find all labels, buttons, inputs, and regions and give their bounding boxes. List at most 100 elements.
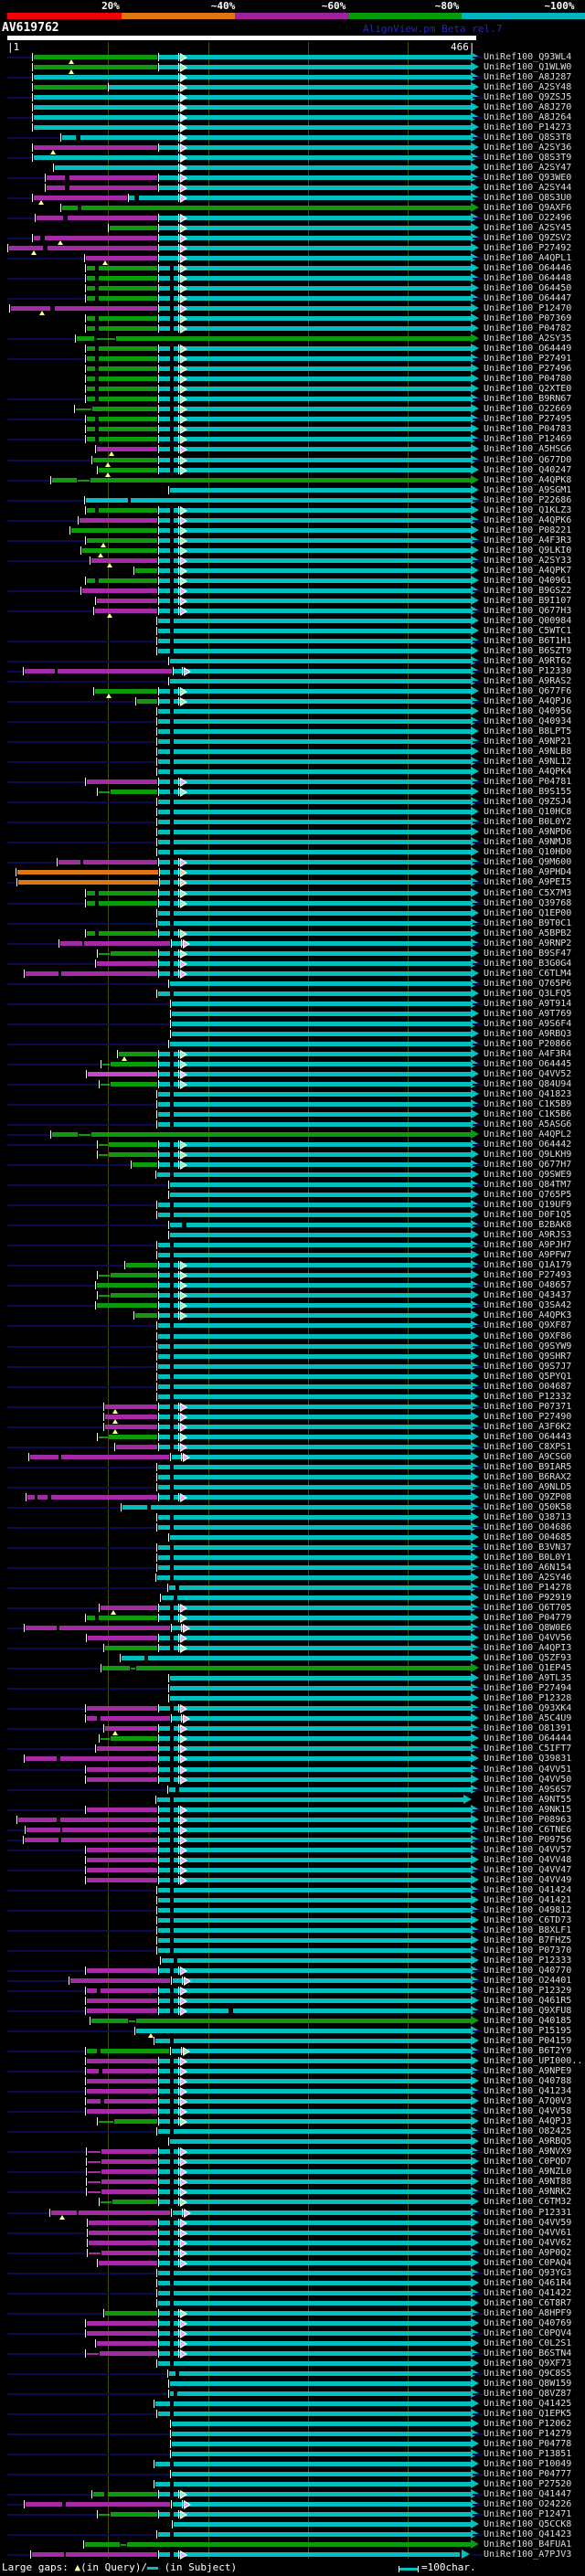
hit-label[interactable]: UniRef100_Q1WLW0: [484, 62, 572, 72]
alignment-row[interactable]: UniRef100_P27491: [0, 354, 585, 364]
alignment-row[interactable]: UniRef100_Q9ZSJ5: [0, 92, 585, 102]
alignment-row[interactable]: UniRef100_Q00984: [0, 616, 585, 626]
alignment-row[interactable]: UniRef100_A8J264: [0, 112, 585, 122]
alignment-row[interactable]: UniRef100_A4QPK6: [0, 515, 585, 525]
alignment-row[interactable]: UniRef100_Q40770: [0, 1966, 585, 1976]
alignment-row[interactable]: UniRef100_Q39831: [0, 1754, 585, 1764]
hit-label[interactable]: UniRef100_A9PFW7: [484, 1250, 572, 1260]
alignment-row[interactable]: UniRef100_O48657: [0, 1280, 585, 1290]
alignment-row[interactable]: UniRef100_P07371: [0, 1402, 585, 1414]
alignment-row[interactable]: UniRef100_P27495: [0, 414, 585, 424]
alignment-row[interactable]: UniRef100_A8HPF9: [0, 2308, 585, 2318]
hit-label[interactable]: UniRef100_Q40247: [484, 465, 572, 475]
hit-label[interactable]: UniRef100_B9RN67: [484, 394, 572, 404]
hit-label[interactable]: UniRef100_B8LPT5: [484, 726, 572, 737]
alignment-row[interactable]: UniRef100_P04783: [0, 424, 585, 434]
alignment-row[interactable]: UniRef100_P12469: [0, 434, 585, 444]
alignment-row[interactable]: UniRef100_P92919: [0, 1593, 585, 1603]
hit-label[interactable]: UniRef100_C8XPS1: [484, 1442, 572, 1452]
alignment-row[interactable]: UniRef100_A5BPB2: [0, 928, 585, 938]
alignment-row[interactable]: UniRef100_B6RAX2: [0, 1472, 585, 1482]
hit-label[interactable]: UniRef100_Q40961: [484, 576, 572, 586]
hit-label[interactable]: UniRef100_A9NLB8: [484, 747, 572, 757]
alignment-row[interactable]: UniRef100_A8J287: [0, 72, 585, 82]
alignment-row[interactable]: UniRef100_P27492: [0, 243, 585, 255]
hit-label[interactable]: UniRef100_P12331: [484, 2208, 572, 2218]
hit-label[interactable]: UniRef100_P12062: [484, 2419, 572, 2429]
hit-label[interactable]: UniRef100_P12470: [484, 303, 572, 313]
hit-label[interactable]: UniRef100_Q00984: [484, 616, 572, 626]
alignment-row[interactable]: UniRef100_P27496: [0, 364, 585, 374]
alignment-row[interactable]: UniRef100_A9CSG0: [0, 1452, 585, 1462]
hit-label[interactable]: UniRef100_Q41447: [484, 2489, 572, 2499]
hit-label[interactable]: UniRef100_A7Q0V3: [484, 2096, 572, 2106]
hit-label[interactable]: UniRef100_A9NP21: [484, 737, 572, 747]
hit-label[interactable]: UniRef100_P07369: [484, 313, 572, 323]
alignment-row[interactable]: UniRef100_O64450: [0, 283, 585, 293]
alignment-row[interactable]: UniRef100_B9SF47: [0, 949, 585, 959]
hit-label[interactable]: UniRef100_O81391: [484, 1723, 572, 1733]
hit-label[interactable]: UniRef100_P22686: [484, 495, 572, 505]
alignment-row[interactable]: UniRef100_C6TNE6: [0, 1825, 585, 1835]
hit-label[interactable]: UniRef100_Q4VV57: [484, 1845, 572, 1855]
alignment-row[interactable]: UniRef100_A9T914: [0, 999, 585, 1009]
alignment-row[interactable]: UniRef100_Q9XF86: [0, 1331, 585, 1341]
hit-label[interactable]: UniRef100_A9RNP2: [484, 938, 572, 949]
alignment-row[interactable]: UniRef100_Q9S7J7: [0, 1362, 585, 1372]
alignment-row[interactable]: UniRef100_C5IFT7: [0, 1744, 585, 1754]
alignment-row[interactable]: UniRef100_A8J270: [0, 102, 585, 112]
hit-label[interactable]: UniRef100_UPI000..: [484, 2056, 583, 2066]
alignment-row[interactable]: UniRef100_O22496: [0, 213, 585, 223]
hit-label[interactable]: UniRef100_Q677H7: [484, 1160, 572, 1170]
hit-label[interactable]: UniRef100_Q2XTE0: [484, 384, 572, 394]
hit-label[interactable]: UniRef100_Q1EP00: [484, 908, 572, 918]
alignment-row[interactable]: UniRef100_Q9LKH9: [0, 1150, 585, 1160]
hit-label[interactable]: UniRef100_C1K5B9: [484, 1099, 572, 1109]
hit-label[interactable]: UniRef100_Q9XF86: [484, 1331, 572, 1341]
hit-label[interactable]: UniRef100_P04783: [484, 424, 572, 434]
hit-label[interactable]: UniRef100_A2SY33: [484, 556, 572, 566]
hit-label[interactable]: UniRef100_A8HPF9: [484, 2308, 572, 2318]
alignment-row[interactable]: UniRef100_P14273: [0, 122, 585, 133]
alignment-row[interactable]: UniRef100_A2SY44: [0, 183, 585, 193]
alignment-row[interactable]: UniRef100_Q40788: [0, 2076, 585, 2086]
alignment-row[interactable]: UniRef100_A9RNP2: [0, 938, 585, 949]
hit-label[interactable]: UniRef100_Q39768: [484, 898, 572, 908]
hit-label[interactable]: UniRef100_A2SY47: [484, 163, 572, 173]
alignment-row[interactable]: UniRef100_Q19UF9: [0, 1200, 585, 1210]
hit-label[interactable]: UniRef100_A9P0Q2: [484, 2248, 572, 2258]
alignment-row[interactable]: UniRef100_P27520: [0, 2479, 585, 2489]
hit-label[interactable]: UniRef100_A4QPJ6: [484, 696, 572, 706]
hit-label[interactable]: UniRef100_A9S6S7: [484, 1785, 572, 1795]
alignment-row[interactable]: UniRef100_A4QPK8: [0, 475, 585, 485]
hit-label[interactable]: UniRef100_Q93YG3: [484, 2268, 572, 2278]
alignment-row[interactable]: UniRef100_A2SY47: [0, 163, 585, 173]
alignment-row[interactable]: UniRef100_A9NPE9: [0, 2066, 585, 2076]
alignment-row[interactable]: UniRef100_O24401: [0, 1976, 585, 1986]
alignment-row[interactable]: UniRef100_Q41234: [0, 2086, 585, 2096]
hit-label[interactable]: UniRef100_Q4VV61: [484, 2228, 572, 2238]
hit-label[interactable]: UniRef100_A8J287: [484, 72, 572, 82]
hit-label[interactable]: UniRef100_Q677D0: [484, 455, 572, 465]
alignment-row[interactable]: UniRef100_O81391: [0, 1723, 585, 1735]
hit-label[interactable]: UniRef100_B9S155: [484, 787, 572, 797]
alignment-row[interactable]: UniRef100_A9NT88: [0, 2177, 585, 2187]
hit-label[interactable]: UniRef100_P04782: [484, 323, 572, 334]
alignment-row[interactable]: UniRef100_P12471: [0, 2509, 585, 2519]
hit-label[interactable]: UniRef100_Q41424: [484, 1885, 572, 1895]
hit-label[interactable]: UniRef100_A9NMJ8: [484, 837, 572, 847]
hit-label[interactable]: UniRef100_Q40770: [484, 1966, 572, 1976]
alignment-row[interactable]: UniRef100_Q39768: [0, 898, 585, 908]
hit-label[interactable]: UniRef100_P04778: [484, 2439, 572, 2449]
hit-label[interactable]: UniRef100_P08963: [484, 1815, 572, 1825]
alignment-row[interactable]: UniRef100_Q6T705: [0, 1603, 585, 1615]
alignment-row[interactable]: UniRef100_P12062: [0, 2419, 585, 2429]
hit-label[interactable]: UniRef100_D0F1Q5: [484, 1210, 572, 1220]
alignment-row[interactable]: UniRef100_A2SY36: [0, 143, 585, 154]
hit-label[interactable]: UniRef100_A9NPE9: [484, 2066, 572, 2076]
alignment-row[interactable]: UniRef100_Q41423: [0, 2529, 585, 2539]
hit-label[interactable]: UniRef100_B9I107: [484, 596, 572, 606]
alignment-row[interactable]: UniRef100_Q9ZP08: [0, 1492, 585, 1502]
hit-label[interactable]: UniRef100_Q5ZF93: [484, 1653, 572, 1663]
alignment-row[interactable]: UniRef100_Q43437: [0, 1290, 585, 1300]
